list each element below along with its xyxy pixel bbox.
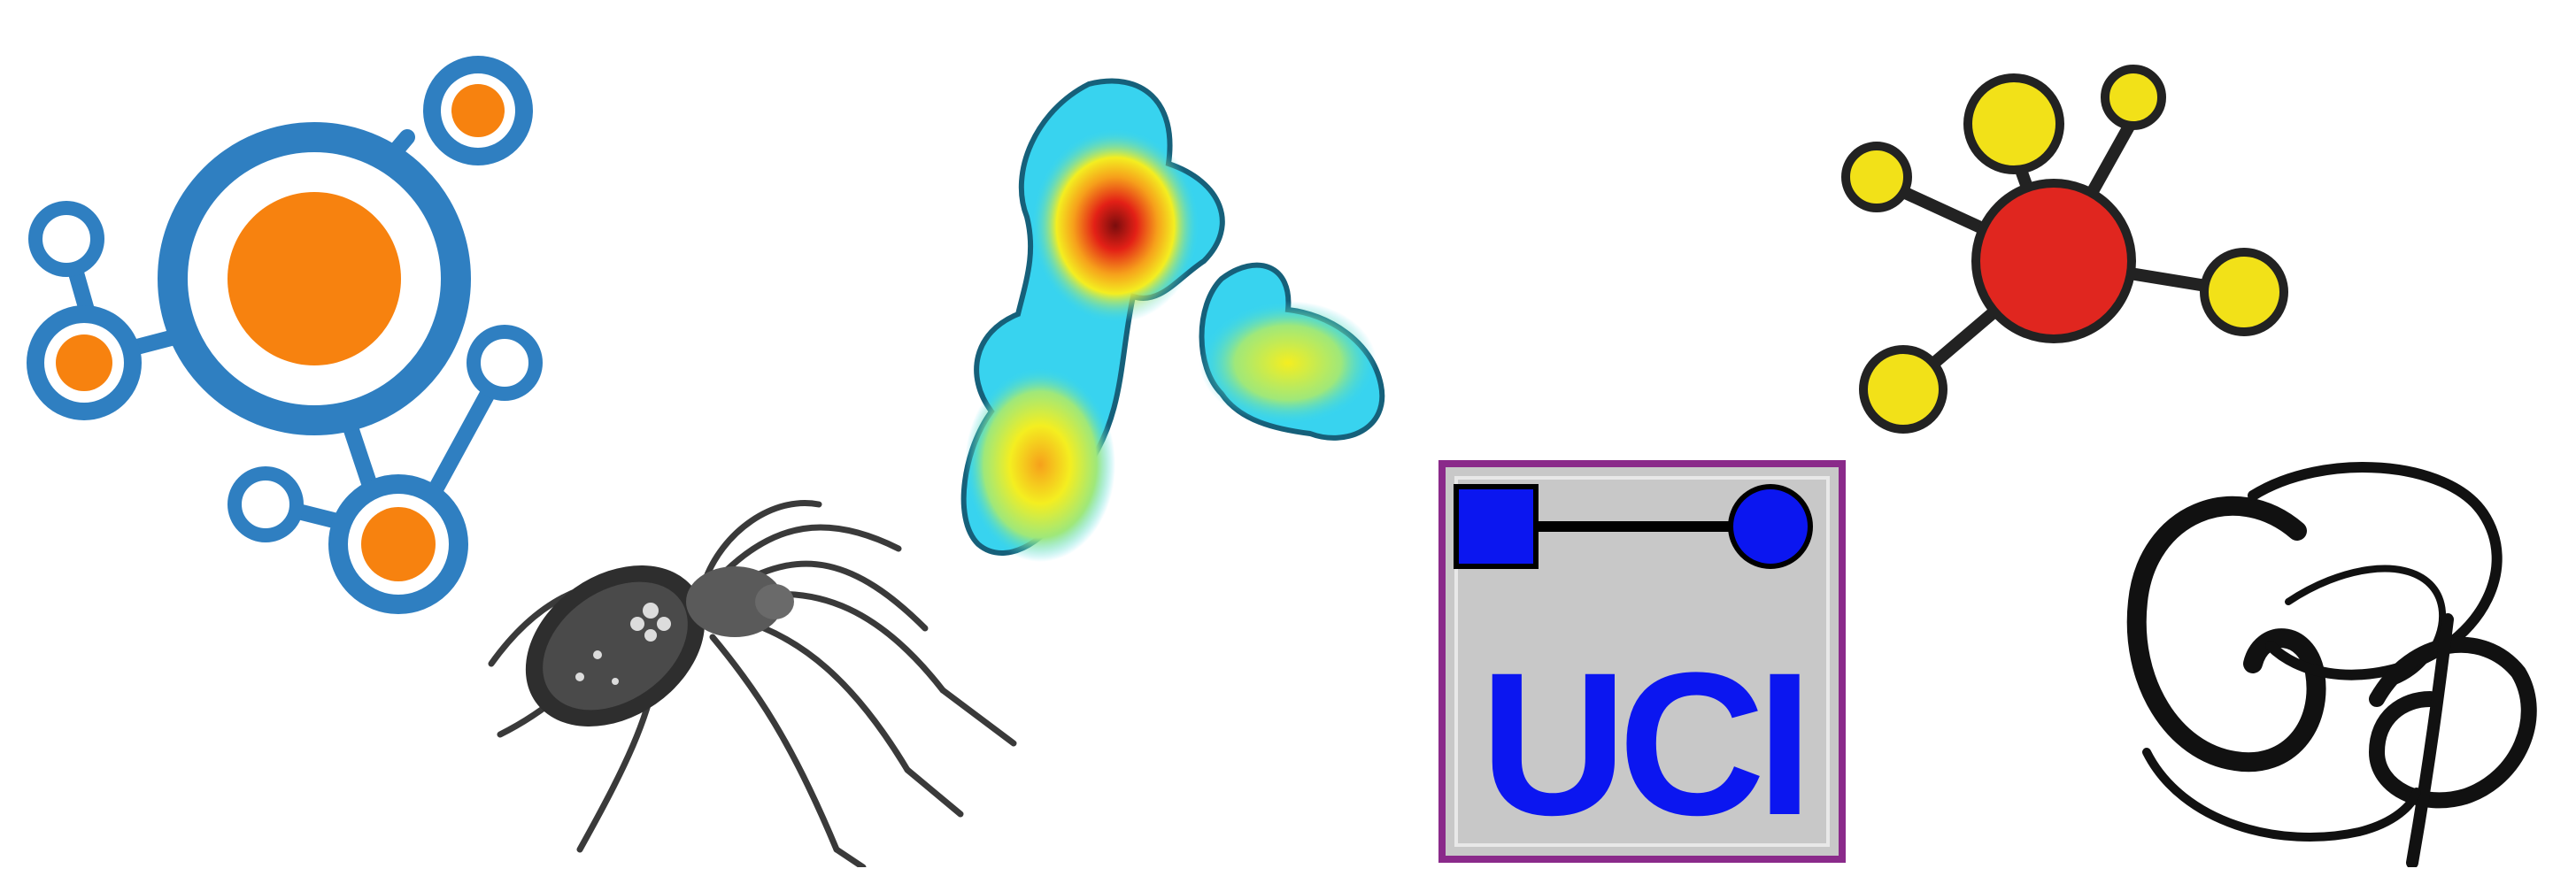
network-hub-yellow-red-icon xyxy=(1837,53,2315,442)
spider-engraving-icon xyxy=(482,478,1053,867)
gephi-script-monogram-icon xyxy=(2111,460,2554,867)
network-hub-orange-icon xyxy=(18,49,558,633)
density-heatmap-icon xyxy=(956,75,1416,580)
uci-logo-text: UCI xyxy=(1480,630,1804,857)
uci-network-logo-icon: UCI xyxy=(1438,460,1846,863)
